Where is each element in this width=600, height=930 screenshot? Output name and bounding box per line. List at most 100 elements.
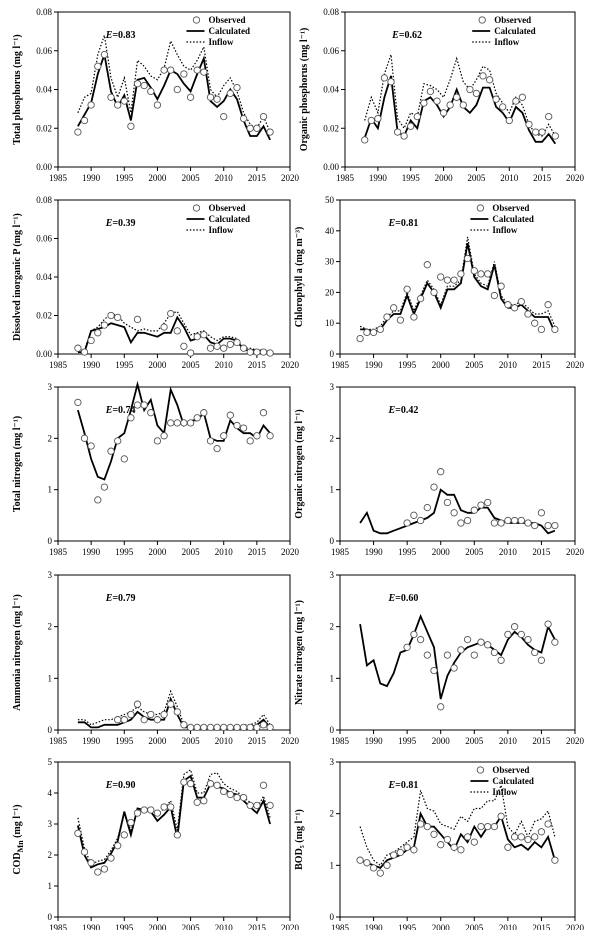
observed-point — [206, 93, 215, 101]
x-tick-label: 2010 — [499, 923, 518, 930]
observed-point — [544, 301, 552, 309]
legend-label: Observed — [492, 203, 529, 213]
observed-point — [193, 333, 201, 341]
observed-point — [226, 89, 234, 98]
observed-point — [420, 99, 428, 107]
observed-point — [437, 841, 445, 849]
plot-frame — [339, 386, 576, 542]
x-tick-label: 2020 — [281, 736, 300, 746]
y-tick-label: 1 — [48, 673, 53, 683]
observed-point — [100, 321, 109, 329]
observed-point — [173, 85, 181, 94]
observed-point — [94, 329, 102, 337]
observed-point — [114, 842, 122, 850]
observed-point — [497, 656, 505, 664]
y-tick-label: 0.08 — [36, 195, 52, 205]
observed-point — [396, 316, 405, 324]
observed-point — [396, 848, 405, 857]
x-tick-label: 2000 — [148, 547, 167, 557]
observed-point — [504, 516, 512, 525]
x-tick-label: 2015 — [248, 360, 267, 370]
observed-point — [423, 822, 431, 831]
observed-point — [512, 97, 520, 105]
observed-point — [383, 861, 391, 869]
observed-point — [127, 710, 135, 719]
observed-point — [213, 723, 221, 732]
y-tick-label: 0 — [48, 536, 53, 546]
y-tick-label: 0.00 — [323, 162, 339, 172]
observed-point — [510, 304, 519, 312]
observed-point — [100, 865, 109, 873]
observed-point — [220, 723, 228, 732]
chart-panel: 1985 1990 1995 2000 2005 2010 2015 2020 0 1 2 3 Tota… — [12, 380, 300, 557]
observed-point — [160, 432, 168, 440]
x-tick-label: 2015 — [248, 173, 267, 183]
x-tick-label: 2000 — [432, 736, 451, 746]
y-tick-label: 4 — [48, 788, 53, 798]
x-tick-label: 1995 — [115, 360, 134, 370]
observed-point — [363, 859, 371, 867]
observed-point — [107, 93, 115, 101]
y-tick-label: 2 — [48, 433, 53, 443]
x-tick-label: 2000 — [148, 173, 167, 183]
observed-point — [423, 261, 431, 269]
observed-point — [393, 128, 402, 136]
x-tick-label: 2005 — [182, 173, 201, 183]
observed-point — [383, 313, 391, 321]
observed-point — [423, 651, 431, 659]
x-tick-label: 2005 — [465, 360, 484, 370]
observed-point — [504, 843, 512, 851]
x-tick-label: 1990 — [365, 547, 384, 557]
observed-point — [259, 781, 268, 789]
observed-point — [517, 516, 525, 525]
observed-point — [531, 521, 539, 530]
observed-point — [94, 62, 102, 70]
x-tick-label: 2010 — [215, 736, 234, 746]
observed-point — [403, 843, 411, 851]
observed-point — [531, 833, 539, 841]
x-tick-label: 2020 — [566, 923, 585, 930]
x-tick-label: 1990 — [365, 360, 384, 370]
observed-point — [246, 801, 254, 810]
x-tick-label: 2010 — [215, 173, 234, 183]
x-tick-label: 1990 — [82, 736, 101, 746]
y-tick-label: 1 — [330, 673, 335, 683]
legend-label: Calculated — [208, 214, 250, 224]
observed-point — [443, 835, 452, 844]
y-tick-label: 2 — [330, 809, 335, 819]
observed-point — [153, 101, 162, 109]
efficiency-label: E=0.42 — [388, 405, 419, 416]
observed-point — [457, 519, 465, 527]
observed-point — [220, 787, 228, 796]
observed-point — [259, 721, 268, 729]
observed-point — [484, 641, 492, 649]
observed-point — [545, 112, 553, 121]
observed-point — [160, 66, 168, 74]
observed-point — [380, 74, 389, 82]
observed-point — [551, 132, 559, 140]
observed-point — [517, 297, 525, 306]
observed-point — [114, 437, 122, 445]
plot-frame — [57, 761, 291, 918]
observed-point — [416, 516, 425, 525]
x-tick-label: 1995 — [402, 173, 421, 183]
observed-point — [140, 81, 148, 90]
observed-point — [531, 648, 539, 657]
observed-point — [233, 338, 241, 347]
efficiency-label: E=0.83 — [105, 30, 136, 41]
observed-point — [167, 419, 175, 427]
observed-point — [259, 348, 268, 356]
observed-point — [479, 72, 487, 80]
x-tick-label: 2020 — [281, 360, 300, 370]
observed-point — [484, 270, 492, 278]
x-tick-label: 1995 — [398, 736, 417, 746]
legend-label: Observed — [208, 203, 245, 213]
y-tick-label: 1 — [48, 881, 53, 891]
x-tick-label: 2020 — [281, 173, 300, 183]
observed-point — [114, 313, 122, 322]
observed-point — [120, 97, 128, 105]
observed-point — [413, 112, 421, 121]
observed-point — [437, 273, 445, 281]
observed-point — [239, 114, 248, 123]
observed-point — [167, 309, 175, 318]
